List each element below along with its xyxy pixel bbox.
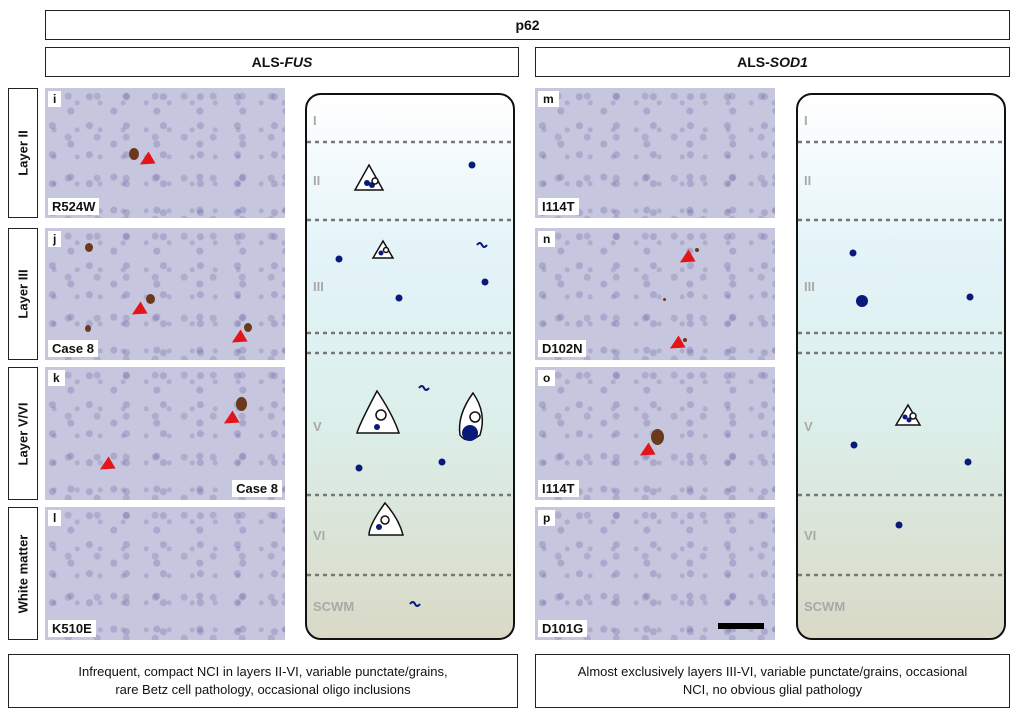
red-arrowhead-icon	[136, 151, 156, 171]
layer-label-ii: II	[804, 173, 811, 188]
red-arrowhead-icon	[676, 249, 696, 269]
fus-group-header: ALS-FUS	[45, 47, 519, 77]
layer-label-vi: VI	[313, 528, 325, 543]
panel-mutation-label: K510E	[48, 620, 96, 637]
micrograph-panel-m: m I114T	[535, 88, 775, 218]
panel-mutation-label: D102N	[538, 340, 587, 357]
panel-case-label: Case 8	[232, 480, 282, 497]
stain-title: p62	[515, 17, 540, 33]
panel-letter: m	[538, 91, 559, 107]
row-label-layer-iii: Layer III	[8, 228, 38, 360]
layer-label-i: I	[313, 113, 317, 128]
layer-label-vi: VI	[804, 528, 816, 543]
row-label-layer-v-vi: Layer V/VI	[8, 367, 38, 500]
panel-case-label: Case 8	[48, 340, 98, 357]
panel-letter: n	[538, 231, 556, 247]
panel-letter: k	[48, 370, 65, 386]
stain-header: p62	[45, 10, 1010, 40]
fus-gene: FUS	[284, 54, 313, 70]
layer-label-scwm: SCWM	[804, 599, 845, 614]
sod1-group-header: ALS-SOD1	[535, 47, 1010, 77]
micrograph-panel-o: o I114T	[535, 367, 775, 500]
fus-cortex-schematic: I II III V VI SCWM	[305, 93, 515, 640]
layer-label-v: V	[313, 419, 322, 434]
red-arrowhead-icon	[96, 456, 116, 476]
panel-mutation-label: R524W	[48, 198, 100, 215]
sod1-prefix: ALS-	[737, 54, 770, 70]
layer-label-i: I	[804, 113, 808, 128]
panel-letter: p	[538, 510, 556, 526]
panel-letter: i	[48, 91, 62, 107]
row-label-white-matter: White matter	[8, 507, 38, 640]
micrograph-panel-n: n D102N	[535, 228, 775, 360]
panel-letter: l	[48, 510, 62, 526]
layer-label-iii: III	[313, 279, 324, 294]
layer-label-v: V	[804, 419, 813, 434]
panel-mutation-label: D101G	[538, 620, 588, 637]
scale-bar	[718, 623, 764, 629]
red-arrowhead-icon	[220, 410, 240, 430]
panel-mutation-label: I114T	[538, 480, 579, 497]
sod1-gene: SOD1	[769, 54, 808, 70]
micrograph-panel-j: j Case 8	[45, 228, 285, 360]
fus-group-title: ALS-FUS	[46, 54, 518, 70]
panel-mutation-label: I114T	[538, 198, 579, 215]
layer-label-iii: III	[804, 279, 815, 294]
sod1-caption: Almost exclusively layers III-VI, variab…	[535, 654, 1010, 708]
sod1-group-title: ALS-SOD1	[536, 54, 1009, 70]
red-arrowhead-icon	[128, 301, 148, 321]
panel-letter: j	[48, 231, 62, 247]
micrograph-panel-l: l K510E	[45, 507, 285, 640]
layer-label-ii: II	[313, 173, 320, 188]
red-arrowhead-icon	[636, 442, 656, 462]
panel-letter: o	[538, 370, 556, 386]
micrograph-panel-i: i R524W	[45, 88, 285, 218]
red-arrowhead-icon	[228, 329, 248, 349]
layer-label-scwm: SCWM	[313, 599, 354, 614]
fus-prefix: ALS-	[251, 54, 285, 70]
micrograph-panel-p: p D101G	[535, 507, 775, 640]
micrograph-panel-k: k Case 8	[45, 367, 285, 500]
fus-caption: Infrequent, compact NCI in layers II-VI,…	[8, 654, 518, 708]
row-label-layer-ii: Layer II	[8, 88, 38, 218]
sod1-cortex-schematic: I II III V VI SCWM	[796, 93, 1006, 640]
